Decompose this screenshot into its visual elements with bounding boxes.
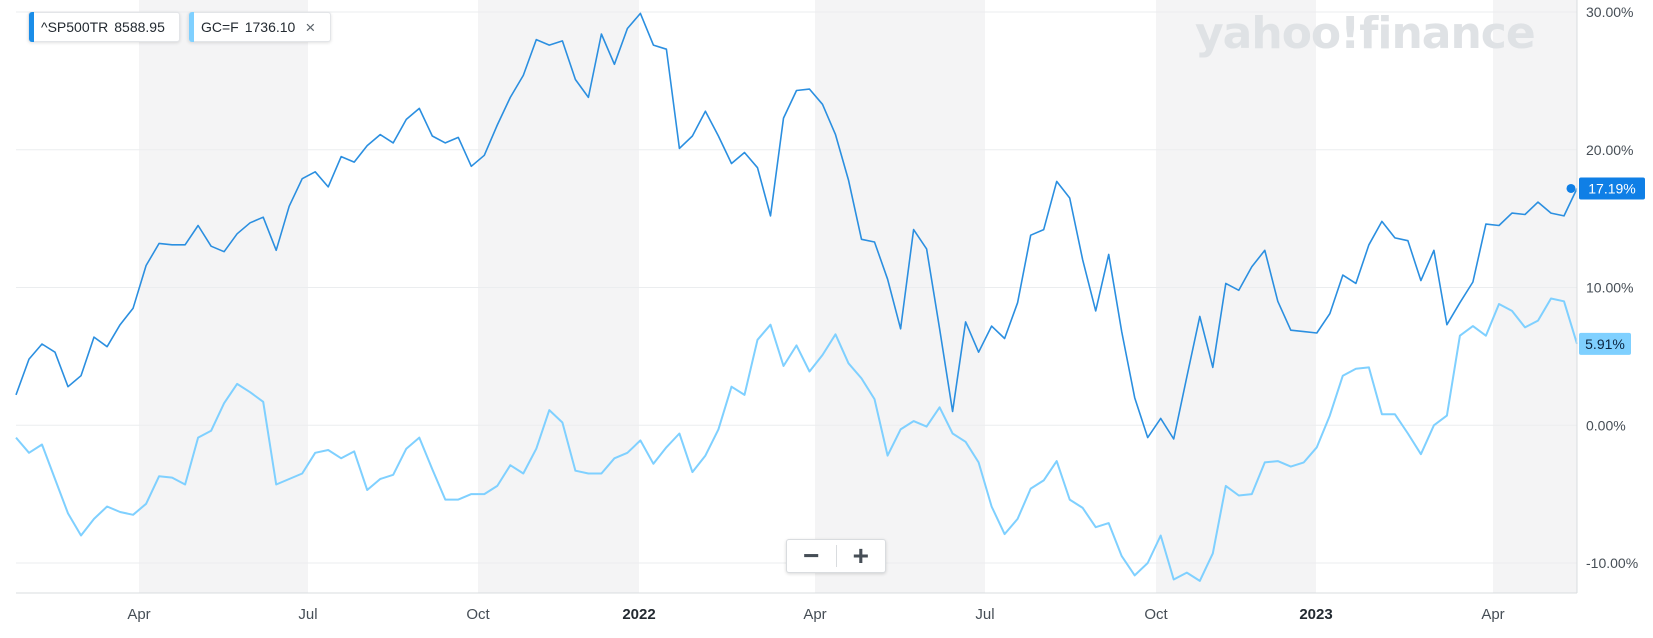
shaded-quarter-band bbox=[1493, 0, 1577, 593]
divider bbox=[835, 545, 837, 567]
x-tick-label: Jul bbox=[975, 606, 994, 623]
legend-symbol: GC=F bbox=[201, 19, 239, 35]
zoom-controls: − + bbox=[786, 539, 886, 573]
close-icon[interactable]: × bbox=[305, 17, 316, 37]
series-line-gcf bbox=[15, 297, 1578, 582]
y-tick-label: -10.00% bbox=[1586, 555, 1638, 571]
shaded-quarter-band bbox=[478, 0, 639, 593]
last-value-label: 17.19% bbox=[1588, 180, 1635, 196]
y-axis: 30.00% 20.00% 10.00% 0.00% -10.00% bbox=[1576, 0, 1638, 593]
end-labels: 17.19% 5.91% bbox=[1566, 177, 1645, 355]
legend-value: 8588.95 bbox=[114, 19, 165, 35]
y-tick-label: 30.00% bbox=[1586, 4, 1633, 20]
last-value-badge bbox=[1579, 332, 1631, 355]
x-tick-label: 2023 bbox=[1299, 606, 1332, 623]
series-color-swatch bbox=[189, 12, 194, 42]
x-tick-label: Jul bbox=[298, 606, 317, 623]
series-line-sp500tr bbox=[15, 12, 1578, 440]
x-tick-label: Oct bbox=[466, 606, 490, 623]
yahoo-finance-logo: yahoo!finance bbox=[1195, 8, 1536, 59]
legend-chip-sp500tr[interactable]: ^SP500TR 8588.95 bbox=[28, 12, 180, 42]
zoom-in-button[interactable]: + bbox=[852, 540, 869, 571]
x-tick-label: Oct bbox=[1144, 606, 1168, 623]
x-tick-label: Apr bbox=[803, 606, 826, 623]
last-point-marker bbox=[1566, 183, 1576, 193]
series-color-swatch bbox=[29, 12, 34, 42]
series-layer bbox=[15, 12, 1578, 582]
y-tick-label: 20.00% bbox=[1586, 142, 1633, 158]
legend-value: 1736.10 bbox=[244, 19, 296, 35]
last-value-badge bbox=[1579, 177, 1645, 200]
y-tick-label: 0.00% bbox=[1586, 417, 1626, 433]
y-tick-label: 10.00% bbox=[1586, 280, 1633, 296]
shaded-quarter-band bbox=[139, 0, 308, 593]
zoom-out-button[interactable]: − bbox=[803, 540, 820, 571]
x-tick-label: 2022 bbox=[622, 606, 655, 623]
quarter-shading bbox=[139, 0, 1577, 593]
x-tick-label: Apr bbox=[1481, 606, 1504, 623]
legend-symbol: ^SP500TR bbox=[41, 19, 109, 35]
shaded-quarter-band bbox=[1156, 0, 1316, 593]
legend-chip-gcf[interactable]: GC=F 1736.10 × bbox=[188, 12, 331, 42]
shaded-quarter-band bbox=[815, 0, 985, 593]
x-axis: Apr Jul Oct 2022 Apr Jul Oct 2023 Apr bbox=[16, 592, 1577, 623]
last-value-label: 5.91% bbox=[1585, 336, 1625, 352]
x-tick-label: Apr bbox=[127, 606, 150, 623]
